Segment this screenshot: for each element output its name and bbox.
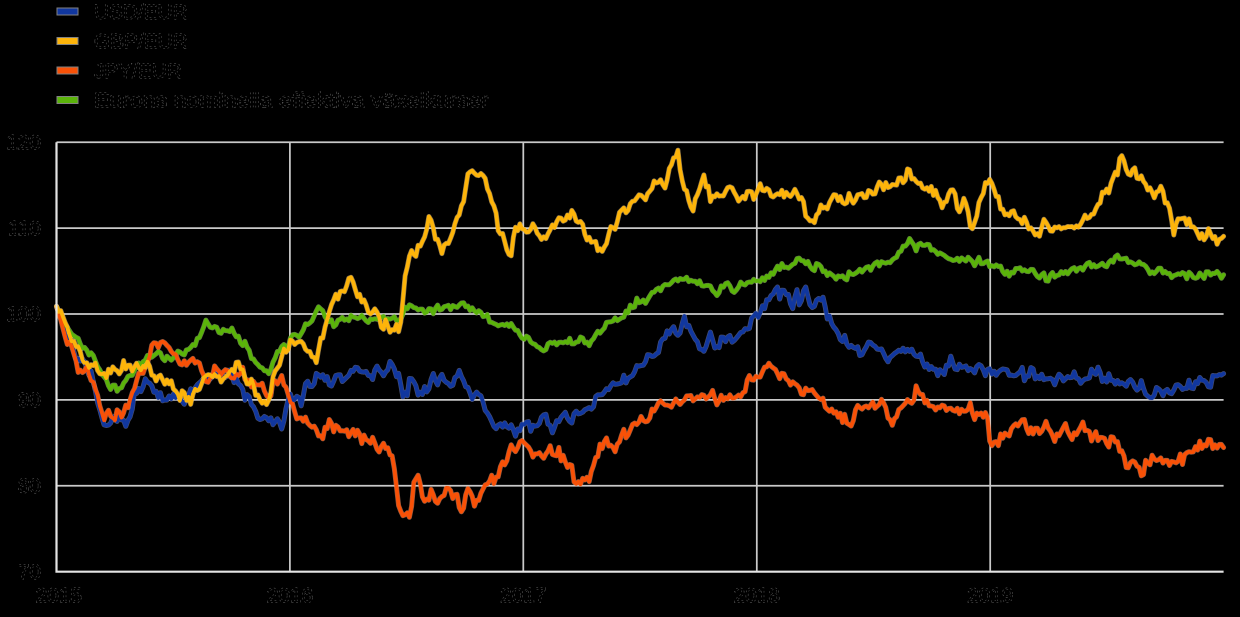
svg-text:2018: 2018: [734, 585, 780, 608]
svg-text:2015: 2015: [36, 585, 82, 608]
svg-text:Eurons nominella effektiva väx: Eurons nominella effektiva växelkurser: [94, 90, 489, 113]
svg-text:80: 80: [18, 475, 41, 498]
svg-text:2019: 2019: [967, 585, 1013, 608]
svg-text:2016: 2016: [267, 585, 313, 608]
svg-text:120: 120: [6, 131, 41, 154]
svg-text:100: 100: [6, 303, 41, 326]
svg-text:110: 110: [8, 217, 41, 240]
svg-text:GBP/EUR: GBP/EUR: [94, 31, 188, 54]
svg-text:2017: 2017: [500, 585, 546, 608]
svg-text:JPY/EUR: JPY/EUR: [94, 60, 182, 83]
svg-text:90: 90: [18, 389, 41, 412]
svg-text:USD/EUR: USD/EUR: [94, 1, 188, 24]
svg-text:70: 70: [18, 561, 41, 584]
